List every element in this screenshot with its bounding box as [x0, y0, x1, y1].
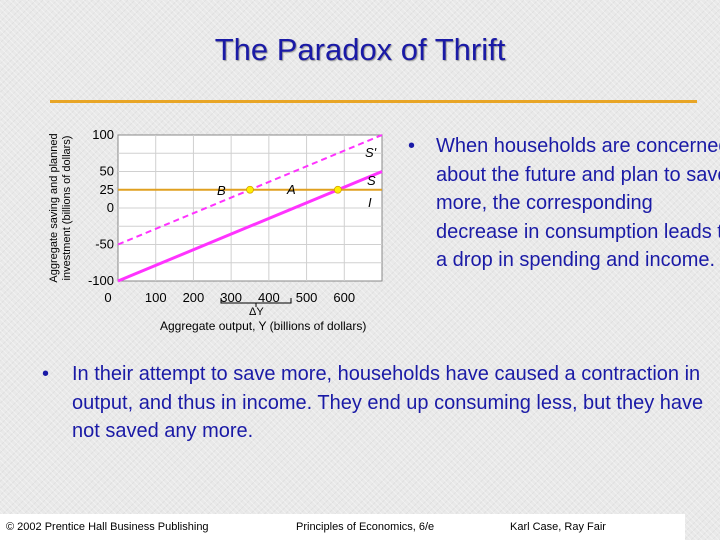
y-tick-label: 100	[92, 128, 114, 142]
footer-bar: © 2002 Prentice Hall Business Publishing…	[0, 514, 685, 540]
point-a	[333, 185, 342, 194]
right-bullet: • When households are concerned about the…	[408, 132, 720, 275]
y-axis-title-line2: investment (billions of dollars)	[61, 136, 73, 281]
y-tick-label: -50	[95, 237, 114, 252]
i-label: I	[368, 195, 372, 210]
y-tick-label: 25	[100, 182, 114, 197]
bullet-symbol: •	[408, 135, 416, 157]
point-b	[246, 185, 254, 194]
y-tick-label: -100	[88, 273, 114, 288]
point-a-label: A	[286, 182, 296, 197]
footer-copyright: © 2002 Prentice Hall Business Publishing	[6, 521, 209, 533]
bottom-bullet: • In their attempt to save more, househol…	[42, 360, 712, 446]
slide-title: The Paradox of Thrift	[214, 32, 506, 67]
y-axis-title-line1: Aggregate saving and planned	[48, 133, 60, 282]
point-b-label: B	[217, 183, 226, 198]
footer-book-title: Principles of Economics, 6/e	[296, 521, 435, 533]
title-divider	[50, 100, 697, 103]
delta-y-label: ΔY	[249, 306, 264, 318]
s-label: S	[367, 173, 376, 188]
y-axis-title: Aggregate saving and planned investment …	[48, 133, 73, 282]
s-prime-label: S'	[365, 145, 377, 160]
x-tick-labels: 0 100 200 300 400 500 600	[104, 290, 355, 305]
footer-authors: Karl Case, Ray Fair	[510, 521, 606, 533]
x-tick-label: 300	[220, 290, 242, 305]
x-axis-title: Aggregate output, Y (billions of dollars…	[160, 319, 366, 333]
x-tick-label: 200	[183, 290, 205, 305]
y-tick-label: 0	[107, 200, 114, 215]
x-tick-label: 0	[104, 290, 111, 305]
saving-investment-chart: Aggregate saving and planned investment …	[48, 128, 383, 333]
delta-y-brace	[220, 298, 292, 307]
bullet-symbol: •	[42, 363, 50, 385]
x-tick-label: 400	[258, 290, 280, 305]
x-tick-label: 600	[333, 290, 355, 305]
x-tick-label: 500	[296, 290, 318, 305]
x-tick-label: 100	[145, 290, 167, 305]
y-tick-label: 50	[100, 164, 114, 179]
equilibrium-points	[246, 185, 342, 194]
right-bullet-text: When households are concerned about the …	[436, 135, 720, 271]
y-tick-labels: 100 50 25 0 -50 -100	[88, 128, 114, 288]
bottom-bullet-text: In their attempt to save more, household…	[72, 363, 704, 442]
